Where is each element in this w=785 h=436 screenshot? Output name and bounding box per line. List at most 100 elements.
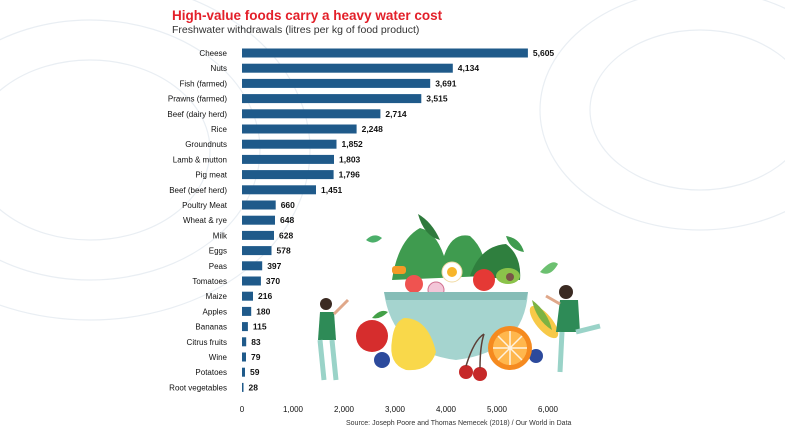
value-label: 79	[251, 352, 261, 362]
x-tick-label: 0	[240, 405, 245, 414]
value-label: 216	[258, 291, 272, 301]
value-label: 3,515	[426, 94, 448, 104]
x-tick-label: 1,000	[283, 405, 304, 414]
tomato	[473, 269, 495, 291]
corn-husk	[532, 300, 552, 330]
category-label: Nuts	[211, 64, 227, 73]
x-tick-label: 4,000	[436, 405, 457, 414]
leaf-decoration	[540, 262, 558, 274]
person-right	[545, 285, 601, 373]
value-label: 660	[281, 200, 295, 210]
x-tick-label: 3,000	[385, 405, 406, 414]
value-label: 3,691	[435, 78, 457, 88]
bar	[242, 382, 244, 392]
chart-title: High-value foods carry a heavy water cos…	[172, 8, 443, 23]
category-label: Poultry Meat	[182, 201, 228, 210]
value-label: 648	[280, 215, 294, 225]
cherry	[473, 367, 487, 381]
bar	[242, 139, 337, 149]
value-label: 1,803	[339, 154, 361, 164]
bar	[242, 322, 248, 332]
bar	[242, 78, 431, 88]
category-label: Apples	[203, 307, 227, 316]
egg-yolk	[447, 267, 457, 277]
value-label: 180	[256, 306, 270, 316]
category-label: Maize	[206, 292, 228, 301]
chart-subtitle: Freshwater withdrawals (litres per kg of…	[172, 24, 420, 36]
pear	[391, 318, 436, 371]
bar	[242, 230, 274, 240]
x-tick-label: 5,000	[487, 405, 508, 414]
category-label: Beef (dairy herd)	[167, 110, 227, 119]
x-axis-ticks: 0 1,000 2,000 3,000 4,000 5,000 6,000	[240, 405, 559, 414]
value-label: 397	[267, 261, 281, 271]
value-label: 5,605	[533, 48, 555, 58]
apple-leaf	[372, 310, 388, 319]
value-label: 628	[279, 230, 293, 240]
bar	[242, 246, 272, 256]
leaf	[506, 236, 524, 252]
leaf	[418, 214, 440, 240]
leaf-decoration	[366, 235, 382, 243]
bar	[242, 94, 422, 104]
x-tick-label: 2,000	[334, 405, 355, 414]
carrot	[392, 266, 406, 274]
avocado-pit	[506, 273, 514, 281]
bar	[242, 276, 261, 286]
category-label: Pig meat	[195, 171, 227, 180]
category-label: Tomatoes	[192, 277, 227, 286]
tomato-slice	[405, 275, 423, 293]
category-label: Fish (farmed)	[179, 79, 227, 88]
orange-segments	[493, 331, 527, 365]
category-label: Wine	[209, 353, 228, 362]
source-note: Source: Joseph Poore and Thomas Nemecek …	[346, 420, 572, 427]
category-label: Prawns (farmed)	[168, 95, 227, 104]
bar	[242, 109, 381, 119]
bar	[242, 291, 253, 301]
value-label: 4,134	[458, 63, 480, 73]
bar	[242, 154, 334, 164]
value-label: 83	[251, 337, 261, 347]
bar	[242, 215, 275, 225]
bar	[242, 200, 276, 210]
value-label: 1,852	[342, 139, 364, 149]
blueberry	[374, 352, 390, 368]
bar	[242, 170, 334, 180]
bar	[242, 261, 263, 271]
bar	[242, 337, 247, 347]
bar	[242, 352, 246, 362]
blueberry	[529, 349, 543, 363]
bars-group	[242, 48, 528, 392]
bar	[242, 185, 316, 195]
value-label: 2,714	[385, 109, 407, 119]
value-label: 1,796	[339, 170, 361, 180]
category-label: Potatoes	[195, 368, 227, 377]
person-left	[317, 298, 350, 381]
value-label: 28	[249, 382, 259, 392]
category-label: Peas	[209, 262, 227, 271]
category-label: Milk	[213, 231, 228, 240]
value-label: 1,451	[321, 185, 343, 195]
category-label: Cheese	[199, 49, 227, 58]
value-label: 578	[277, 246, 291, 256]
category-label: Groundnuts	[185, 140, 227, 149]
category-label: Bananas	[195, 323, 227, 332]
value-label: 370	[266, 276, 280, 286]
category-label: Wheat & rye	[183, 216, 228, 225]
category-label: Root vegetables	[169, 383, 227, 392]
bar	[242, 306, 252, 316]
bar	[242, 124, 357, 134]
value-label: 59	[250, 367, 260, 377]
category-label: Eggs	[209, 247, 227, 256]
value-label: 2,248	[362, 124, 384, 134]
category-label: Citrus fruits	[187, 338, 227, 347]
bar	[242, 367, 245, 377]
value-label: 115	[253, 322, 267, 332]
category-label: Beef (beef herd)	[169, 186, 227, 195]
category-label: Lamb & mutton	[173, 155, 227, 164]
category-labels: Cheese Nuts Fish (farmed) Prawns (farmed) Be…	[167, 49, 228, 392]
